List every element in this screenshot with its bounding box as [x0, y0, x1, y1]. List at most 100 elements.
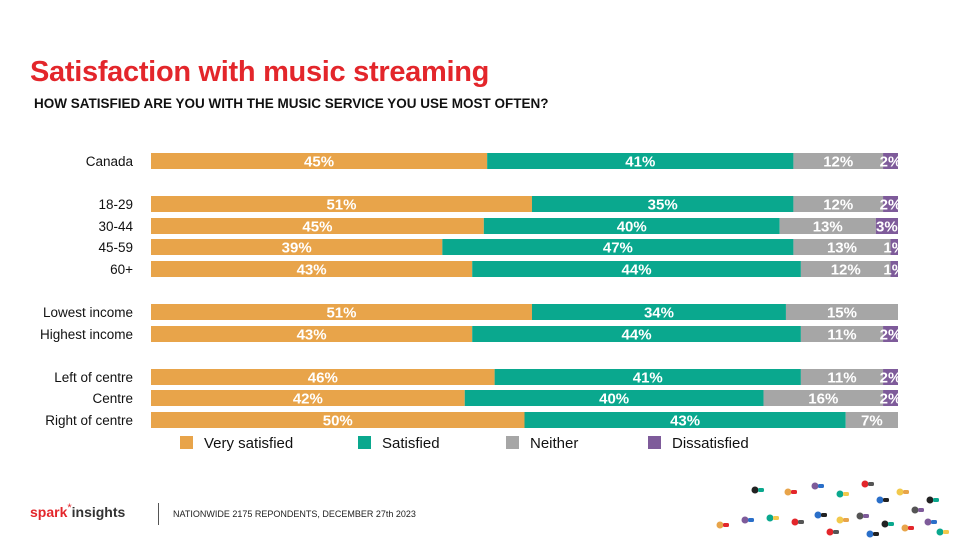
crowd-figure: [818, 484, 824, 488]
data-label: 2%: [880, 154, 902, 171]
bar-segment: [151, 369, 495, 385]
legend-label: Satisfied: [382, 435, 440, 452]
data-label: 15%: [827, 305, 857, 322]
bar-segment: [883, 326, 898, 342]
crowd-figure: [843, 518, 849, 522]
data-label: 11%: [827, 370, 856, 387]
bar-segment: [785, 304, 898, 320]
crowd-figure: [716, 521, 724, 529]
data-label: 40%: [599, 391, 629, 408]
data-label: 12%: [823, 154, 853, 171]
data-label: 44%: [622, 327, 652, 344]
crowd-figure: [943, 530, 949, 534]
bar-segment: [442, 239, 794, 255]
data-label: 13%: [813, 219, 843, 236]
footer-divider: [158, 503, 159, 525]
bar-segment: [524, 412, 846, 428]
crowd-figure: [836, 516, 844, 524]
crowd-figure: [784, 488, 792, 496]
bar-segment: [151, 304, 532, 320]
data-label: 46%: [308, 370, 338, 387]
row-label: Centre: [92, 391, 133, 406]
bar-segment: [883, 369, 898, 385]
bar-segment: [151, 239, 443, 255]
crowd-figure: [791, 518, 799, 526]
crowd-figure: [936, 528, 944, 536]
data-label: 2%: [880, 370, 902, 387]
legend-swatch: [506, 436, 519, 449]
bar-segment: [472, 326, 801, 342]
crowd-figure: [798, 520, 804, 524]
bar-segment: [800, 369, 884, 385]
bars: 45% 41% 12% 2% 51% 35% 12% 2% 45% 40% 13% 3% 39% 47% 1…: [151, 153, 905, 430]
data-label: 43%: [670, 413, 700, 430]
crowd-figure: [924, 518, 932, 526]
bar-segment: [793, 153, 884, 169]
chart-subtitle: HOW SATISFIED ARE YOU WITH THE MUSIC SER…: [34, 96, 549, 111]
bar-segment: [779, 218, 876, 234]
row-label: 60+: [110, 262, 133, 277]
logo-star: *: [67, 502, 72, 514]
crowd-figure: [826, 528, 834, 536]
crowd-figure: [766, 514, 774, 522]
crowd-figure: [723, 523, 729, 527]
data-label: 44%: [622, 262, 652, 279]
bar-segment: [151, 326, 473, 342]
bar-segment: [464, 390, 764, 406]
data-label: 43%: [297, 327, 327, 344]
bar-segment: [531, 196, 794, 212]
crowd-figure: [883, 498, 889, 502]
row-label: 45-59: [98, 240, 133, 255]
crowd-figure: [873, 532, 879, 536]
crowd-figure: [888, 522, 894, 526]
legend-label: Dissatisfied: [672, 435, 749, 452]
bar-segment: [472, 261, 801, 277]
data-label: 51%: [326, 305, 356, 322]
crowd-figure: [856, 512, 864, 520]
bar-segment: [800, 261, 891, 277]
row-label: Canada: [86, 154, 134, 169]
crowd-figure: [926, 496, 934, 504]
legend: Very satisfied Satisfied Neither Dissatisfi…: [180, 435, 749, 452]
bar-segment: [151, 153, 488, 169]
legend-swatch: [180, 436, 193, 449]
legend-swatch: [648, 436, 661, 449]
crowd-figure: [811, 482, 819, 490]
crowd-figure: [861, 480, 869, 488]
crowd-figure: [868, 482, 874, 486]
row-labels: Canada 18-29 30-44 45-59 60+ Lowest income Hig…: [40, 154, 134, 428]
stacked-bar-chart: Canada 18-29 30-44 45-59 60+ Lowest income Hig…: [39, 153, 905, 452]
crowd-figure: [876, 496, 884, 504]
bar-segment: [890, 239, 898, 255]
crowd-figure: [933, 498, 939, 502]
data-label: 1%: [883, 262, 905, 279]
bar-segment: [151, 390, 465, 406]
crowd-figure: [751, 486, 759, 494]
data-label: 13%: [827, 240, 857, 257]
bar-segment: [875, 218, 898, 234]
row-label: 18-29: [98, 197, 133, 212]
bar-segment: [793, 239, 891, 255]
row-label: Lowest income: [43, 305, 133, 320]
crowd-figure: [866, 530, 874, 538]
data-label: 2%: [880, 327, 902, 344]
data-label: 47%: [603, 240, 633, 257]
crowd-figure: [836, 490, 844, 498]
bar-segment: [845, 412, 898, 428]
spark-insights-logo: spark*insights: [30, 502, 125, 520]
data-label: 43%: [297, 262, 327, 279]
footer-note: NATIONWIDE 2175 REPONDENTS, DECEMBER 27t…: [173, 509, 416, 519]
data-label: 2%: [880, 197, 902, 214]
crowd-figure: [791, 490, 797, 494]
crowd-figure: [814, 511, 822, 519]
crowd-figure: [758, 488, 764, 492]
data-label: 50%: [323, 413, 353, 430]
crowd-figure: [748, 518, 754, 522]
logo-spark: spark: [30, 504, 68, 520]
crowd-figure: [896, 488, 904, 496]
crowd-figure: [773, 516, 779, 520]
crowd-figure: [881, 520, 889, 528]
data-label: 7%: [861, 413, 883, 430]
data-label: 2%: [880, 391, 902, 408]
bar-segment: [890, 261, 898, 277]
